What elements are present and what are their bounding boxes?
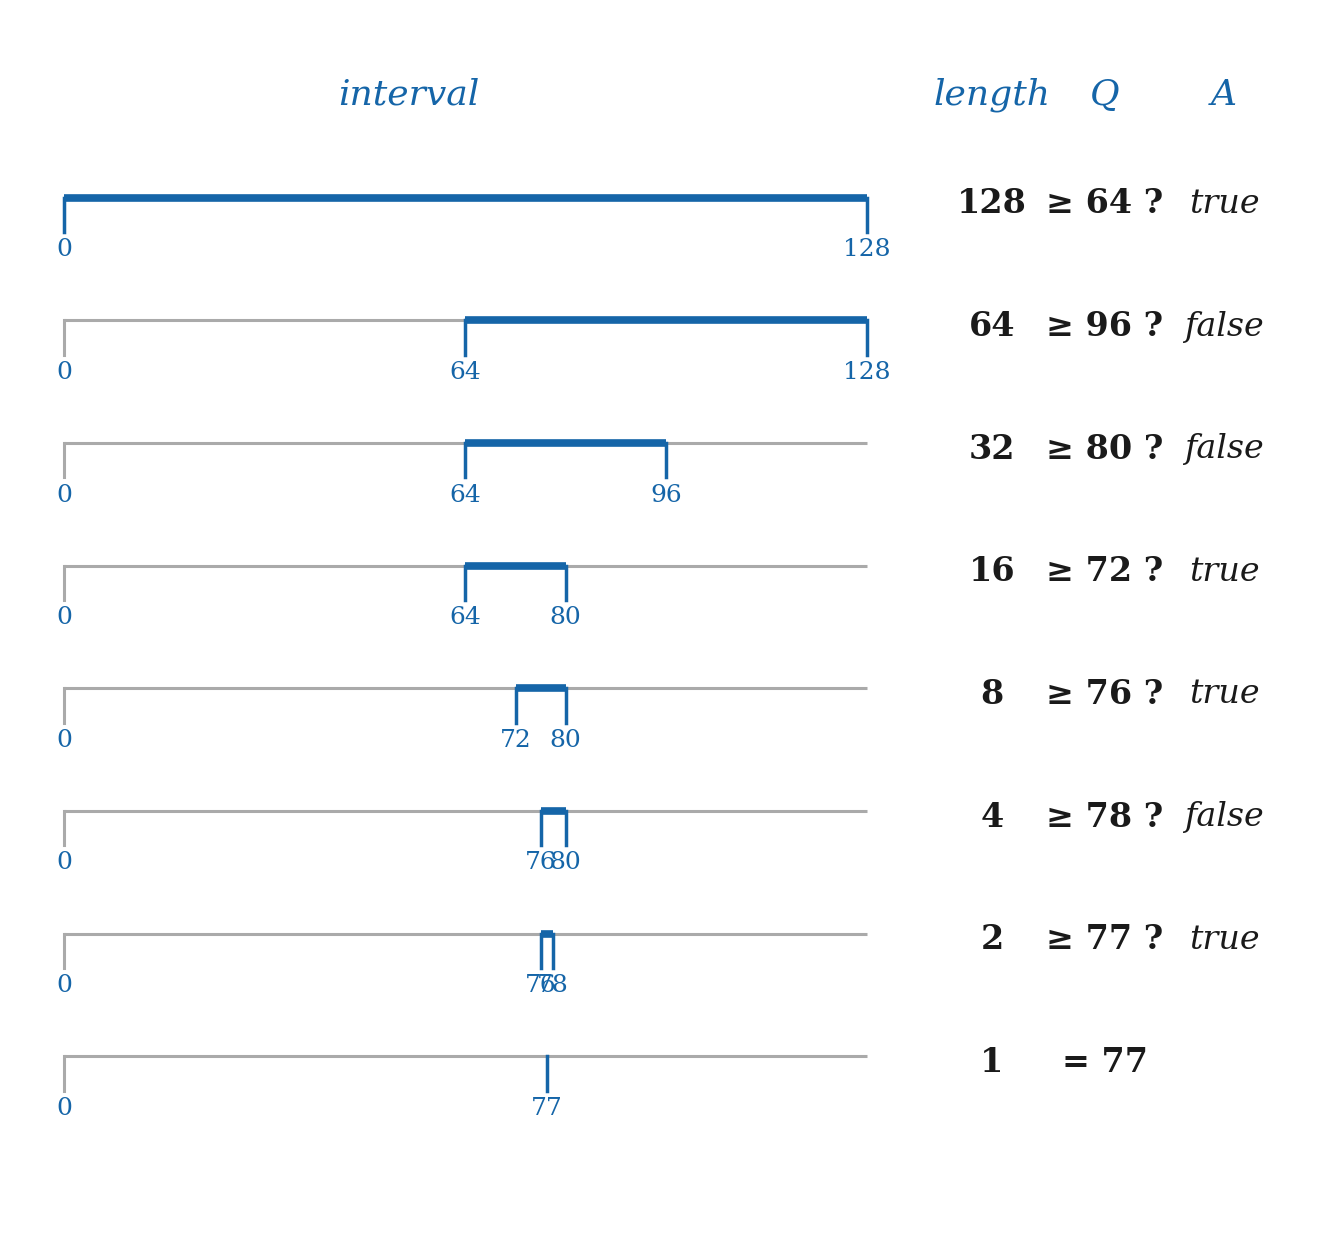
Text: 76: 76 — [525, 851, 557, 874]
Text: 128: 128 — [958, 187, 1027, 221]
Text: ≥ 76 ?: ≥ 76 ? — [1047, 678, 1164, 711]
Text: ≥ 72 ?: ≥ 72 ? — [1047, 556, 1164, 588]
Text: 80: 80 — [550, 729, 582, 752]
Text: 80: 80 — [550, 851, 582, 874]
Text: 0: 0 — [56, 851, 72, 874]
Text: 2: 2 — [980, 923, 1004, 957]
Text: ≥ 77 ?: ≥ 77 ? — [1047, 923, 1164, 957]
Text: 128: 128 — [843, 361, 890, 384]
Text: 32: 32 — [968, 433, 1015, 465]
Text: ≥ 80 ?: ≥ 80 ? — [1046, 433, 1164, 465]
Text: 0: 0 — [56, 729, 72, 752]
Text: 16: 16 — [968, 556, 1015, 588]
Text: Q: Q — [1090, 78, 1120, 112]
Text: true: true — [1188, 556, 1259, 588]
Text: 72: 72 — [500, 729, 531, 752]
Text: 78: 78 — [537, 974, 569, 997]
Text: interval: interval — [338, 78, 480, 112]
Text: 64: 64 — [449, 484, 481, 507]
Text: 1: 1 — [980, 1046, 1004, 1078]
Text: 96: 96 — [650, 484, 682, 507]
Text: 8: 8 — [980, 678, 1004, 711]
Text: 128: 128 — [843, 238, 890, 261]
Text: 0: 0 — [56, 606, 72, 630]
Text: ≥ 96 ?: ≥ 96 ? — [1047, 310, 1163, 344]
Text: 0: 0 — [56, 361, 72, 384]
Text: true: true — [1188, 678, 1259, 711]
Text: 0: 0 — [56, 238, 72, 261]
Text: 76: 76 — [525, 974, 557, 997]
Text: 77: 77 — [531, 1097, 562, 1120]
Text: 80: 80 — [550, 606, 582, 630]
Text: true: true — [1188, 188, 1259, 219]
Text: 64: 64 — [449, 361, 481, 384]
Text: A: A — [1211, 78, 1237, 112]
Text: length: length — [934, 78, 1051, 112]
Text: false: false — [1184, 311, 1264, 342]
Text: false: false — [1184, 801, 1264, 833]
Text: true: true — [1188, 924, 1259, 956]
Text: 0: 0 — [56, 974, 72, 997]
Text: 0: 0 — [56, 484, 72, 507]
Text: ≥ 78 ?: ≥ 78 ? — [1047, 800, 1164, 834]
Text: 64: 64 — [449, 606, 481, 630]
Text: false: false — [1184, 433, 1264, 465]
Text: = 77: = 77 — [1062, 1046, 1148, 1078]
Text: ≥ 64 ?: ≥ 64 ? — [1047, 187, 1164, 221]
Text: 4: 4 — [980, 800, 1004, 834]
Text: 64: 64 — [968, 310, 1015, 344]
Text: 0: 0 — [56, 1097, 72, 1120]
